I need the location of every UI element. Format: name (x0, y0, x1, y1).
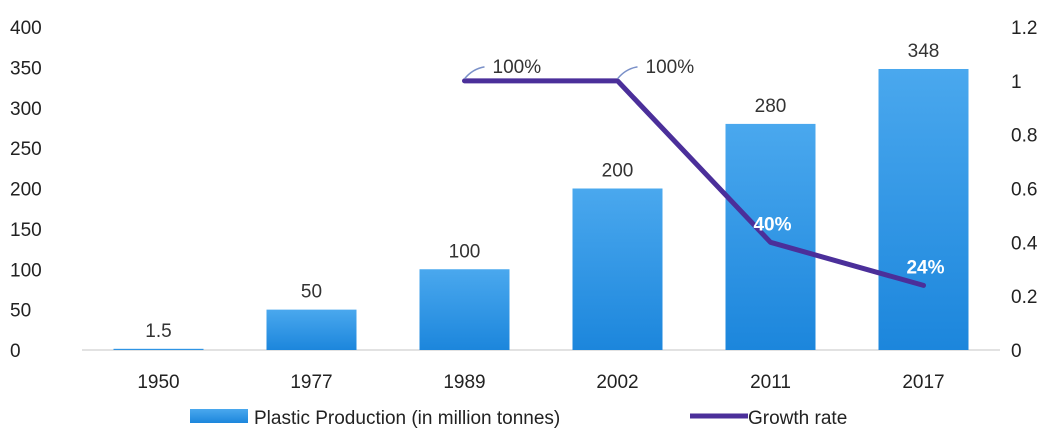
y-right-tick-label: 0.8 (1011, 126, 1037, 147)
growth-line (462, 78, 926, 288)
axes: 05010015020025030035040000.20.40.60.811.… (10, 18, 1038, 393)
bar-data-label: 348 (908, 41, 940, 62)
bar (572, 188, 663, 350)
bar-data-label: 200 (602, 161, 634, 182)
line-label-leader (463, 66, 485, 80)
line-data-label: 40% (753, 214, 791, 235)
line-data-label: 24% (906, 257, 944, 278)
y-right-tick-label: 0.2 (1011, 287, 1037, 308)
y-right-tick-label: 1.2 (1011, 18, 1037, 39)
y-left-tick-label: 300 (10, 99, 42, 120)
y-left-tick-label: 250 (10, 139, 42, 160)
y-left-tick-label: 150 (10, 220, 42, 241)
growth-series-line (462, 78, 926, 288)
bar (878, 68, 969, 351)
bar-data-label: 1.5 (145, 321, 171, 342)
y-left-tick-label: 100 (10, 260, 42, 281)
legend: Plastic Production (in million tonnes) Gr… (190, 408, 847, 429)
y-right-tick-label: 0.6 (1011, 180, 1037, 201)
bar (113, 348, 204, 350)
legend-line-label: Growth rate (748, 408, 847, 429)
y-left-tick-label: 50 (10, 301, 31, 322)
line-label-leader (616, 66, 638, 80)
legend-bar-swatch (190, 409, 248, 423)
y-right-tick-label: 0 (1011, 341, 1022, 362)
bar-data-label: 280 (755, 96, 787, 117)
bar (419, 269, 510, 350)
line-data-label: 100% (646, 57, 695, 78)
bar-data-label: 100 (449, 241, 481, 262)
bar-data-label: 50 (301, 282, 322, 303)
data-labels: 1.5 50 100 200 280 348 100% 100% 40% 24% (145, 41, 944, 342)
x-tick-label: 2011 (750, 372, 791, 393)
x-tick-label: 1989 (443, 372, 485, 393)
bar (266, 309, 357, 350)
legend-bar-label: Plastic Production (in million tonnes) (254, 408, 560, 429)
y-left-tick-label: 0 (10, 341, 21, 362)
x-tick-label: 2002 (596, 372, 638, 393)
y-right-tick-label: 0.4 (1011, 233, 1038, 254)
x-tick-label: 2017 (902, 372, 944, 393)
y-left-tick-label: 350 (10, 58, 42, 79)
bars (113, 68, 969, 351)
y-left-tick-label: 400 (10, 18, 42, 39)
y-left-tick-label: 200 (10, 180, 42, 201)
x-tick-label: 1977 (290, 372, 332, 393)
x-tick-label: 1950 (137, 372, 179, 393)
line-data-label: 100% (493, 57, 542, 78)
bar (725, 123, 816, 351)
y-right-tick-label: 1 (1011, 72, 1022, 93)
